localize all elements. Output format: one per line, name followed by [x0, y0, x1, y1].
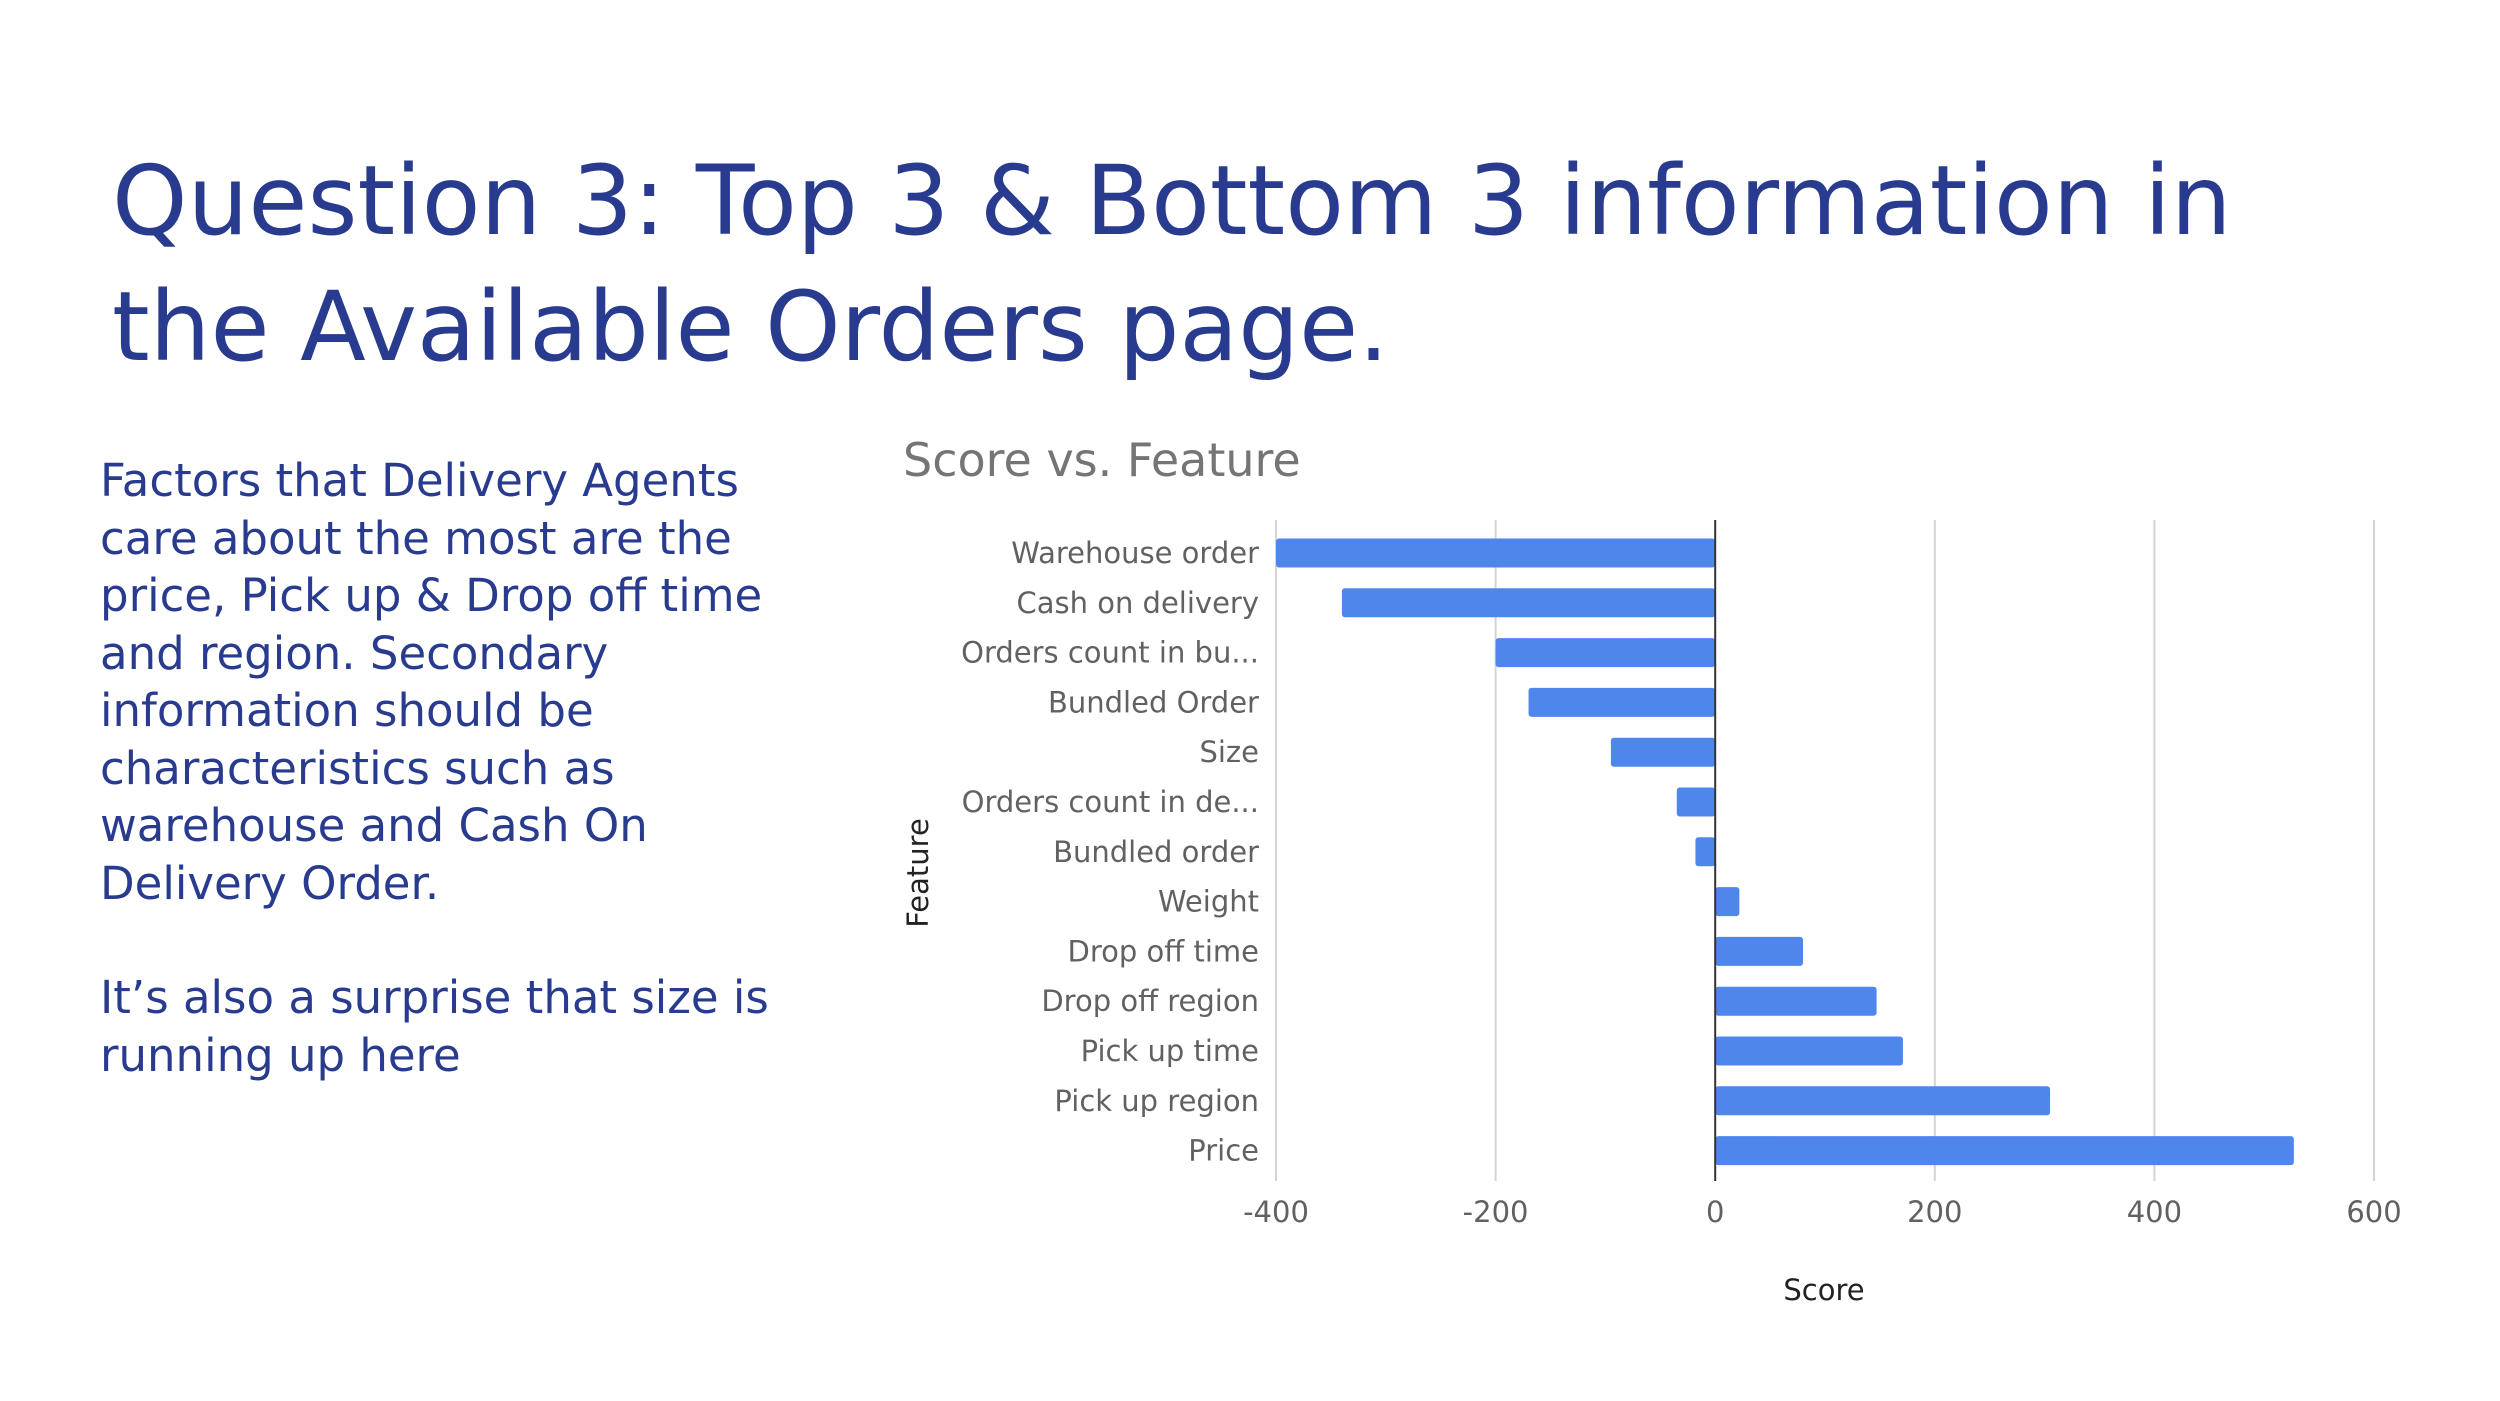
body-paragraph: It’s also a surprise that size is runnin… — [100, 971, 769, 1082]
body-paragraph: Factors that Delivery Agents care about … — [100, 454, 763, 910]
category-label: Pick up region — [1054, 1084, 1259, 1118]
x-axis-title: Score — [1783, 1273, 1864, 1307]
category-label: Drop off region — [1041, 984, 1259, 1018]
bar — [1715, 887, 1740, 917]
bar — [1610, 737, 1716, 767]
bar — [1695, 837, 1716, 867]
category-labels: Warehouse order Cash on delivery Orders co… — [961, 536, 1259, 1168]
category-label: Price — [1188, 1134, 1259, 1168]
category-label: Orders count in bu... — [961, 636, 1259, 670]
x-tick-label: -400 — [1243, 1195, 1309, 1229]
chart-title: Score vs. Feature — [903, 433, 1301, 487]
slide-title: Question 3: Top 3 & Bottom 3 information… — [112, 145, 2232, 383]
bar — [1715, 986, 1877, 1016]
bars — [1276, 538, 2294, 1166]
category-label: Warehouse order — [1011, 536, 1259, 570]
bar — [1495, 638, 1716, 668]
bar — [1528, 687, 1716, 717]
bar — [1276, 538, 1716, 568]
x-tick-label: 200 — [1907, 1195, 1962, 1229]
x-tick-labels: -400 -200 0 200 400 600 — [1243, 1195, 2402, 1229]
y-axis-title: Feature — [901, 818, 935, 928]
category-label: Bundled Order — [1048, 685, 1259, 719]
x-tick-label: 600 — [2346, 1195, 2401, 1229]
bar — [1715, 1086, 2051, 1116]
category-label: Bundled order — [1053, 835, 1259, 869]
bar — [1715, 1036, 1903, 1066]
category-label: Orders count in de... — [962, 785, 1259, 819]
x-tick-label: -200 — [1463, 1195, 1529, 1229]
category-label: Pick up time — [1081, 1034, 1259, 1068]
bar — [1715, 936, 1804, 966]
bar — [1676, 787, 1716, 817]
category-label: Size — [1199, 735, 1259, 769]
category-label: Drop off time — [1068, 934, 1259, 968]
gridlines — [1275, 520, 2375, 1181]
x-tick-label: 0 — [1706, 1195, 1724, 1229]
x-tick-label: 400 — [2127, 1195, 2182, 1229]
bar — [1715, 1136, 2294, 1166]
bar — [1341, 588, 1716, 618]
category-label: Weight — [1158, 885, 1259, 919]
category-label: Cash on delivery — [1016, 586, 1259, 620]
body-text: Factors that Delivery Agents care about … — [100, 452, 780, 1084]
